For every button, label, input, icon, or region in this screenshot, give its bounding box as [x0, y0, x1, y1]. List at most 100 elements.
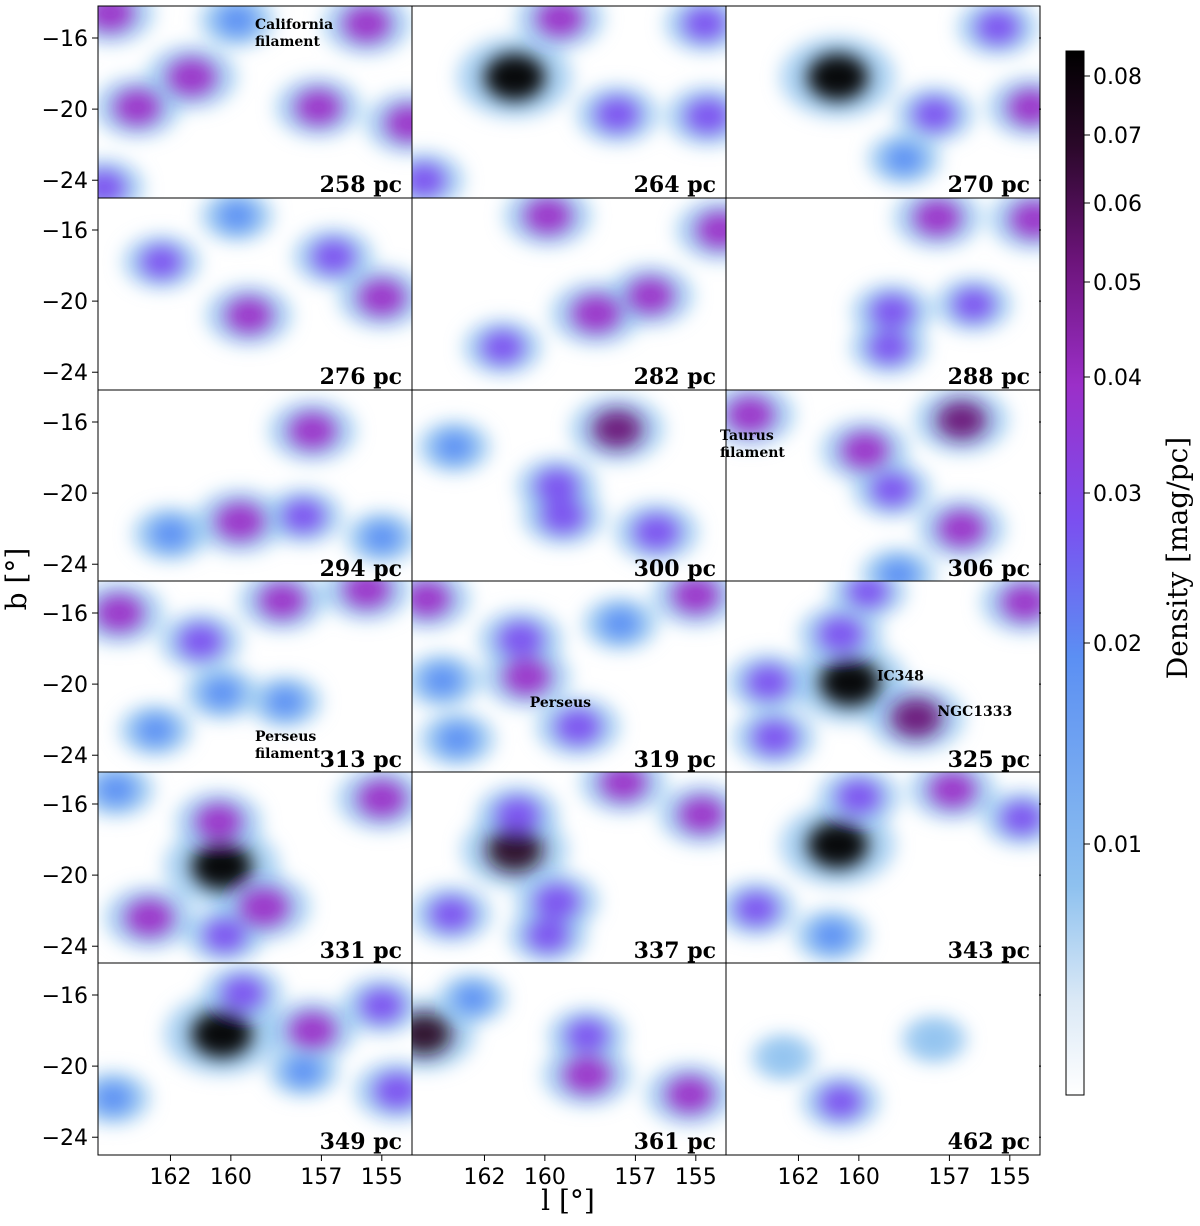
y-tick-label: −20	[42, 1055, 88, 1080]
density-peak	[535, 469, 579, 503]
panel-462pc: 462 pc	[725, 962, 1041, 1156]
density-peak	[938, 510, 985, 547]
density-peak	[191, 842, 253, 890]
density-peak	[913, 199, 961, 236]
density-peak	[191, 1010, 253, 1058]
y-tick-label: −24	[42, 744, 88, 769]
density-peak	[890, 697, 942, 738]
x-tick-label: 155	[361, 1165, 403, 1190]
density-peak	[288, 412, 336, 450]
density-peak	[953, 288, 995, 321]
density-peak	[811, 920, 852, 952]
y-tick-label: −16	[42, 984, 88, 1009]
colorbar-tick-label: 0.03	[1093, 482, 1142, 507]
density-peak	[847, 581, 889, 608]
density-peak	[884, 143, 924, 174]
density-peak	[201, 677, 242, 709]
density-peak	[360, 989, 404, 1023]
density-peak	[98, 594, 144, 632]
y-tick-label: −24	[42, 169, 88, 194]
panel-258pc: 258 pc California filament	[97, 5, 413, 199]
density-peak	[288, 1012, 336, 1049]
density-peak	[284, 1056, 323, 1087]
density-peak	[412, 581, 451, 617]
panel-distance-label: 288 pc	[948, 364, 1030, 390]
density-peak	[453, 984, 491, 1013]
y-tick-label: −16	[42, 602, 88, 627]
y-axis-label: b [°]	[0, 548, 33, 611]
panel-361pc: 361 pc	[411, 962, 727, 1156]
panel-distance-label: 282 pc	[634, 364, 716, 390]
region-annotation: California filament	[255, 17, 333, 50]
density-peak	[437, 723, 478, 755]
x-tick-label: 160	[838, 1165, 880, 1190]
density-peak	[221, 976, 265, 1010]
density-peak	[685, 98, 726, 134]
density-peak	[807, 821, 869, 869]
panel-distance-label: 313 pc	[320, 747, 402, 773]
density-peak	[135, 715, 175, 746]
x-tick-label: 162	[777, 1165, 819, 1190]
density-peak	[746, 665, 791, 700]
panel-294pc: 294 pc	[97, 389, 413, 583]
x-tick-label: 155	[989, 1165, 1031, 1190]
density-peak	[1007, 89, 1040, 126]
density-peak	[683, 7, 726, 41]
colorbar-tick-label: 0.04	[1093, 366, 1142, 391]
density-peak	[412, 163, 446, 197]
density-peak	[98, 6, 134, 32]
y-tick-label: −24	[42, 935, 88, 960]
x-tick-label: 160	[210, 1165, 252, 1190]
density-peak	[498, 622, 544, 658]
colorbar-tick-label: 0.06	[1093, 192, 1142, 217]
density-peak	[541, 499, 585, 534]
density-peak	[916, 1025, 952, 1054]
region-annotation: Perseus	[530, 695, 591, 711]
density-peak	[125, 899, 174, 937]
density-peak	[140, 246, 182, 278]
density-peak	[526, 919, 569, 952]
y-tick-label: −24	[42, 361, 88, 386]
y-tick-label: −16	[42, 27, 88, 52]
colorbar	[1065, 50, 1085, 1096]
density-peak	[563, 1056, 611, 1094]
density-peak	[481, 331, 524, 364]
density-peak	[976, 10, 1020, 44]
density-peak	[1000, 801, 1040, 835]
density-peak	[678, 796, 725, 833]
colorbar-tick-label: 0.07	[1093, 124, 1142, 149]
density-peak	[870, 295, 914, 329]
density-peak	[295, 89, 342, 126]
panel-331pc: 331 pc	[97, 771, 413, 965]
density-peak	[752, 720, 797, 755]
density-peak	[807, 53, 869, 101]
density-peak	[282, 499, 325, 533]
density-peak	[696, 211, 726, 249]
density-peak	[385, 105, 412, 142]
panel-distance-label: 306 pc	[948, 556, 1030, 582]
density-peak	[819, 1085, 862, 1118]
density-peak	[536, 6, 584, 37]
panel-270pc: 270 pc	[725, 5, 1041, 199]
density-peak	[1010, 200, 1040, 238]
panel-frame	[725, 962, 1041, 1156]
density-peak	[358, 279, 406, 316]
density-peak	[726, 396, 774, 434]
x-tick-label: 160	[524, 1165, 566, 1190]
panel-distance-label: 276 pc	[320, 364, 402, 390]
density-peak	[217, 200, 257, 231]
density-peak	[503, 658, 551, 696]
y-tick-label: −20	[42, 98, 88, 123]
x-tick-label: 162	[463, 1165, 505, 1190]
x-axis-label: l [°]	[541, 1184, 595, 1217]
density-peak	[421, 664, 463, 697]
density-peak	[343, 6, 391, 42]
density-peak	[672, 581, 720, 614]
density-peak	[484, 53, 546, 101]
density-peak	[203, 919, 246, 952]
y-tick-label: −20	[42, 864, 88, 889]
density-peak	[412, 1013, 452, 1056]
panel-282pc: 282 pc	[411, 197, 727, 391]
